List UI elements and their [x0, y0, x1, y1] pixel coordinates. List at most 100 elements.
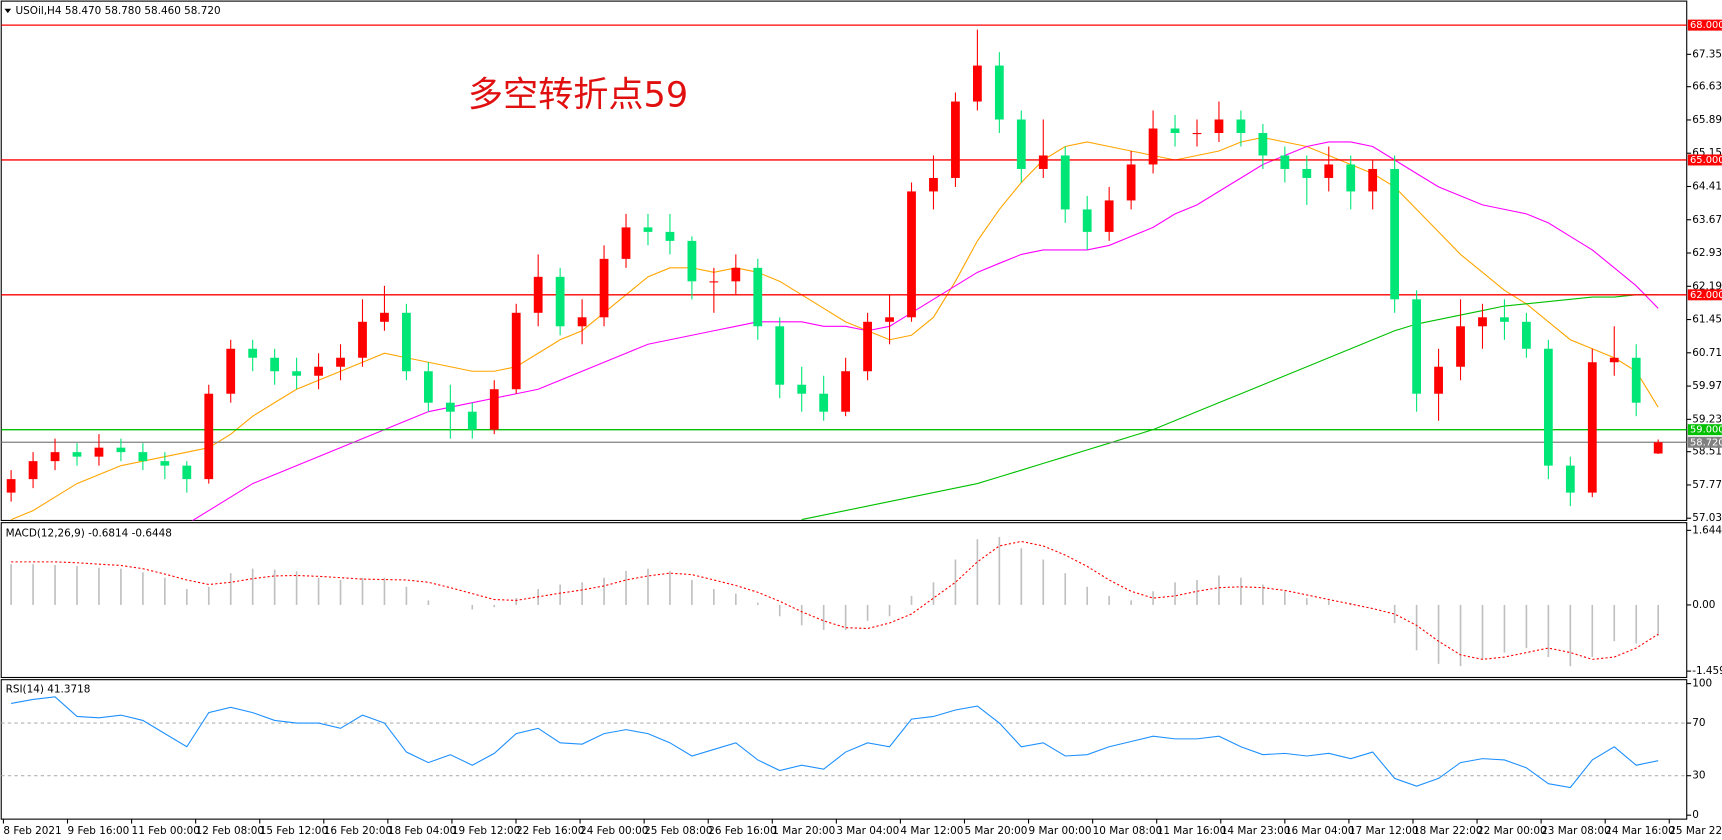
y-tick-label: 65.890 — [1692, 114, 1722, 126]
moving-average — [801, 294, 1659, 521]
candle-body — [314, 366, 323, 376]
histogram-bar — [691, 579, 693, 605]
candle-body — [1478, 317, 1487, 327]
candle-body — [6, 479, 16, 493]
candle-body — [973, 65, 982, 102]
histogram-bar — [603, 577, 605, 605]
candle-body — [182, 465, 192, 480]
x-tick-label: 9 Mar 00:00 — [1029, 825, 1092, 837]
x-tick-label: 14 Mar 23:00 — [1221, 825, 1291, 837]
y-tick-label: 30 — [1692, 770, 1705, 782]
histogram-bar — [471, 604, 474, 610]
annotation: 多空转折点59 — [468, 75, 688, 116]
histogram-bar — [888, 604, 891, 617]
candle-body — [138, 452, 148, 462]
candle-body — [1038, 155, 1048, 169]
candle-body — [292, 371, 301, 376]
candle-body — [1148, 128, 1158, 165]
candle-body — [380, 312, 389, 322]
histogram-bar — [1218, 575, 1220, 605]
histogram-bar — [1525, 604, 1528, 649]
candle-body — [1214, 119, 1224, 134]
x-tick-label: 8 Feb 2021 — [3, 825, 61, 837]
level-label: 58.720 — [1690, 437, 1722, 448]
x-tick-label: 17 Mar 12:00 — [1349, 825, 1419, 837]
candle-body — [599, 258, 609, 318]
histogram-bar — [1064, 573, 1067, 605]
histogram-bar — [1547, 604, 1550, 658]
histogram-bar — [1415, 604, 1418, 651]
histogram-bar — [1196, 579, 1198, 605]
histogram-bar — [822, 604, 825, 630]
price-clip — [1, 24, 1687, 521]
rsi-panel — [0, 679, 1688, 820]
histogram-bar — [866, 604, 869, 621]
candle-body — [1565, 465, 1575, 493]
histogram-bar — [1613, 604, 1616, 642]
candle-body — [577, 317, 587, 327]
histogram-bar — [120, 568, 122, 605]
candle-body — [885, 317, 894, 322]
x-tick-label: 19 Feb 12:00 — [452, 825, 520, 837]
histogram-bar — [10, 564, 12, 605]
histogram-bar — [1305, 598, 1308, 605]
histogram-bar — [54, 565, 56, 605]
histogram-bar — [954, 559, 957, 605]
candle-body — [731, 267, 741, 282]
level-label-box — [1687, 289, 1722, 301]
candle-body — [1346, 164, 1356, 192]
histogram-bar — [76, 565, 78, 605]
level-label: 62.000 — [1690, 290, 1722, 301]
y-tick-label: 0 — [1692, 809, 1699, 821]
histogram-bar — [1481, 604, 1484, 660]
histogram-bar — [207, 586, 210, 605]
x-tick-label: 1 Mar 20:00 — [772, 825, 835, 837]
x-tick-label: 26 Feb 16:00 — [708, 825, 776, 837]
histogram-bar — [1635, 604, 1638, 644]
x-tick-label: 16 Mar 04:00 — [1285, 825, 1355, 837]
candle-body — [1236, 119, 1246, 134]
x-tick-label: 25 Mar 22:00 — [1669, 825, 1722, 837]
histogram-bar — [515, 598, 518, 605]
candle-body — [907, 191, 916, 318]
menu-arrow[interactable] — [4, 8, 12, 14]
histogram-bar — [361, 577, 364, 605]
histogram-bar — [756, 602, 759, 605]
histogram-bar — [1591, 604, 1594, 658]
histogram-bar — [669, 570, 671, 605]
histogram-bar — [164, 577, 166, 605]
candle-body — [753, 267, 763, 327]
histogram-bar — [1108, 595, 1110, 605]
histogram-bar — [559, 584, 561, 605]
histogram-bar — [910, 595, 913, 605]
histogram-bar — [427, 600, 430, 605]
histogram-bar — [735, 593, 737, 605]
rsi-title: RSI(14) 41.3718 — [6, 684, 91, 696]
x-tick-label: 11 Mar 16:00 — [1157, 825, 1227, 837]
histogram-bar — [1327, 600, 1330, 605]
y-tick-label: 62.190 — [1692, 280, 1722, 292]
histogram-bar — [493, 604, 496, 608]
x-tick-label: 18 Mar 22:00 — [1413, 825, 1483, 837]
candle-body — [1587, 362, 1597, 493]
histogram-bar — [229, 573, 232, 605]
candle-body — [1016, 119, 1026, 169]
candle-body — [1434, 366, 1443, 394]
candle-body — [445, 402, 455, 412]
candle-body — [533, 276, 543, 313]
y-tick-label: 66.630 — [1692, 81, 1722, 93]
candle-body — [709, 281, 719, 283]
y-tick-label: 58.510 — [1692, 446, 1722, 458]
candle-body — [687, 240, 697, 282]
histogram-bar — [976, 539, 979, 605]
histogram-bar — [1086, 586, 1089, 605]
macd-panel — [0, 522, 1688, 679]
level-label-box — [1687, 154, 1722, 166]
x-tick-label: 9 Feb 16:00 — [68, 825, 130, 837]
candle-body — [248, 348, 258, 358]
price-title: USOil,H4 58.470 58.780 58.460 58.720 — [16, 5, 221, 17]
y-tick-label: 1.6446 — [1692, 524, 1722, 536]
x-tick-label: 4 Mar 12:00 — [900, 825, 963, 837]
